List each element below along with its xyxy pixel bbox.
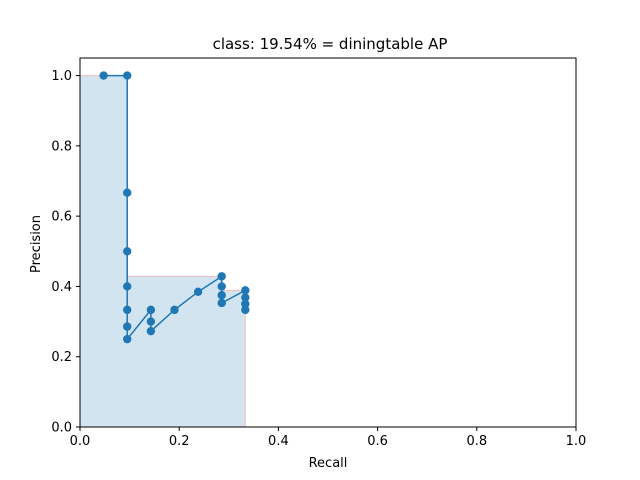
pr-point — [217, 291, 226, 300]
x-tick-label: 0.6 — [367, 434, 388, 449]
x-tick-label: 0.8 — [466, 434, 487, 449]
y-tick-label: 0.2 — [51, 350, 72, 365]
pr-point — [123, 282, 132, 291]
pr-point — [193, 287, 203, 297]
pr-point — [123, 247, 132, 256]
pr-point — [170, 305, 179, 315]
pr-point — [217, 282, 226, 291]
pr-point — [123, 305, 132, 315]
pr-point — [123, 334, 132, 344]
y-tick-label: 0.6 — [51, 210, 72, 225]
pr-point — [123, 188, 132, 197]
y-axis-title: Precision — [29, 215, 44, 273]
pr-point — [217, 272, 226, 281]
pr-point — [146, 317, 156, 326]
x-tick-label: 1.0 — [566, 434, 587, 449]
pr-point — [217, 298, 226, 308]
plot-frame — [79, 57, 577, 428]
pr-point — [123, 71, 132, 80]
pr-point — [99, 71, 108, 80]
pr-point — [123, 322, 132, 331]
pr-point — [241, 299, 250, 309]
y-tick-label: 0.4 — [51, 280, 72, 295]
y-tick-label: 1.0 — [51, 69, 72, 84]
pr-point — [146, 305, 156, 315]
x-axis-title: Recall — [309, 456, 348, 471]
x-tick-label: 0.2 — [169, 434, 190, 449]
pr-point — [241, 293, 250, 302]
x-tick-label: 0.4 — [268, 434, 289, 449]
pr-point — [241, 286, 250, 295]
ap-area-fill — [80, 75, 246, 428]
pr-point — [241, 305, 250, 315]
y-tick-label: 0.0 — [51, 421, 72, 436]
x-tick-label: 0.0 — [70, 434, 91, 449]
pr-point — [146, 326, 156, 336]
y-tick-label: 0.8 — [51, 139, 72, 154]
chart-title: class: 19.54% = diningtable AP — [213, 35, 448, 53]
